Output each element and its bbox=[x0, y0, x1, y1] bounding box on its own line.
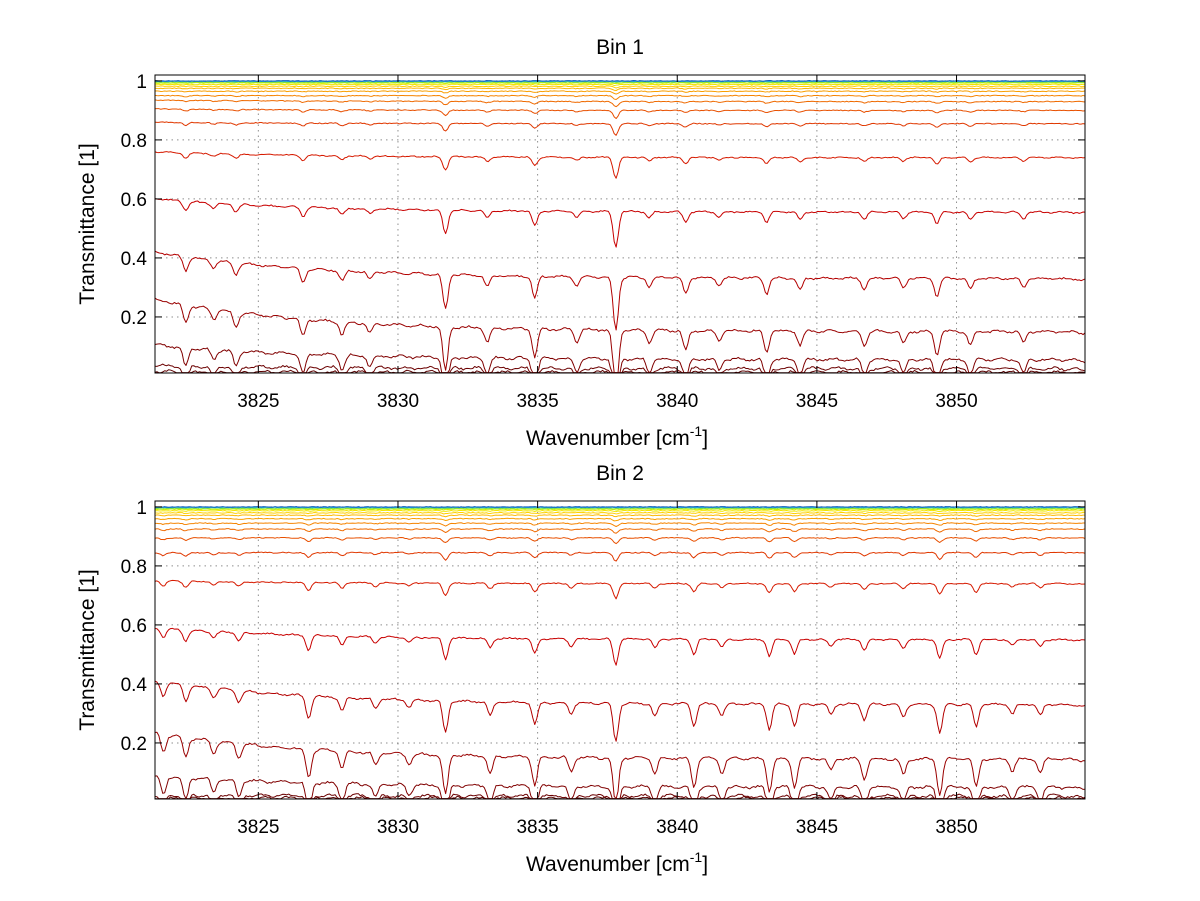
chart-bin-2: Bin 2 3825 3830 3835 3840 3845 3850 0.2 0.4 0.6 0… bbox=[76, 462, 1086, 876]
spectrum-series bbox=[154, 627, 1086, 666]
spectrum-series bbox=[154, 99, 1086, 108]
spectrum-series bbox=[154, 551, 1086, 562]
spectrum-series bbox=[154, 506, 1086, 508]
y-tick-label: 0.8 bbox=[121, 557, 147, 578]
spectrum-series bbox=[154, 151, 1086, 179]
y-tick-label: 1 bbox=[136, 72, 147, 93]
spectrum-series bbox=[154, 87, 1086, 91]
spectrum-series bbox=[154, 536, 1086, 545]
plot-area bbox=[154, 506, 1086, 800]
x-tick-label: 3845 bbox=[796, 391, 838, 412]
x-axis-label-end: ] bbox=[702, 853, 708, 876]
spectrum-series bbox=[154, 508, 1086, 511]
spectrum-series bbox=[154, 509, 1086, 513]
x-axis-label-superscript: -1 bbox=[690, 423, 703, 439]
y-tick-label: 0.2 bbox=[121, 734, 147, 755]
spectrum-series bbox=[154, 121, 1086, 136]
x-tick-label: 3840 bbox=[656, 391, 698, 412]
x-tick-label: 3835 bbox=[516, 391, 558, 412]
spectrum-series bbox=[154, 507, 1086, 510]
x-tick-label: 3825 bbox=[237, 391, 279, 412]
spectrum-series bbox=[154, 297, 1086, 374]
x-axis-label: Wavenumber [cm-1] bbox=[526, 849, 708, 876]
x-axis-label-superscript: -1 bbox=[690, 849, 703, 865]
spectrum-series bbox=[154, 731, 1086, 800]
y-tick-label: 0.6 bbox=[121, 190, 147, 211]
spectrum-series bbox=[154, 94, 1086, 100]
y-tick-label: 0.2 bbox=[121, 308, 147, 329]
spectrum-series bbox=[154, 522, 1086, 527]
y-tick-label: 0.4 bbox=[121, 675, 148, 696]
x-tick-label: 3835 bbox=[516, 817, 558, 838]
spectrum-series bbox=[154, 250, 1086, 331]
x-axis-label-end: ] bbox=[702, 427, 708, 450]
y-tick-label: 0.8 bbox=[121, 131, 147, 152]
spectrum-series bbox=[154, 83, 1086, 87]
spectrum-series bbox=[154, 514, 1086, 518]
spectrum-series bbox=[154, 85, 1086, 89]
ticks bbox=[155, 501, 1085, 799]
x-axis-label-main: Wavenumber [cm bbox=[526, 427, 690, 450]
y-axis-label: Transmittance [1] bbox=[76, 569, 99, 730]
axes-frame bbox=[154, 500, 1086, 800]
spectrum-series bbox=[154, 82, 1086, 85]
tick-labels: 3825 3830 3835 3840 3845 3850 0.2 0.4 0.6 0.8 1 bbox=[121, 72, 978, 412]
spectrum-series bbox=[154, 579, 1086, 600]
spectrum-series bbox=[154, 90, 1086, 95]
y-tick-label: 1 bbox=[136, 498, 147, 519]
x-tick-label: 3830 bbox=[377, 391, 419, 412]
chart-title: Bin 2 bbox=[596, 462, 644, 485]
spectrum-series bbox=[154, 80, 1086, 82]
chart-bin-1: Bin 1 3825 3830 3835 3840 3845 3850 0.2 0.4 0.6 0… bbox=[76, 36, 1086, 450]
x-tick-label: 3850 bbox=[935, 817, 977, 838]
axes-frame bbox=[154, 74, 1086, 374]
spectrum-series bbox=[154, 198, 1086, 248]
x-tick-label: 3840 bbox=[656, 817, 698, 838]
y-axis-label: Transmittance [1] bbox=[76, 143, 99, 304]
tick-labels: 3825 3830 3835 3840 3845 3850 0.2 0.4 0.6 0.8 1 bbox=[121, 498, 978, 838]
x-axis-label: Wavenumber [cm-1] bbox=[526, 423, 708, 450]
x-tick-label: 3850 bbox=[935, 391, 977, 412]
spectrum-series bbox=[154, 517, 1086, 522]
spectrum-series bbox=[154, 511, 1086, 515]
x-tick-label: 3830 bbox=[377, 817, 419, 838]
chart-title: Bin 1 bbox=[596, 36, 644, 59]
ticks bbox=[155, 75, 1085, 373]
x-tick-label: 3825 bbox=[237, 817, 279, 838]
spectrum-series bbox=[154, 680, 1086, 742]
plot-area bbox=[154, 80, 1086, 374]
x-tick-label: 3845 bbox=[796, 817, 838, 838]
y-tick-label: 0.6 bbox=[121, 616, 147, 637]
x-axis-label-main: Wavenumber [cm bbox=[526, 853, 690, 876]
spectrum-series bbox=[154, 108, 1086, 120]
y-tick-label: 0.4 bbox=[121, 249, 148, 270]
spectrum-series bbox=[154, 528, 1086, 534]
